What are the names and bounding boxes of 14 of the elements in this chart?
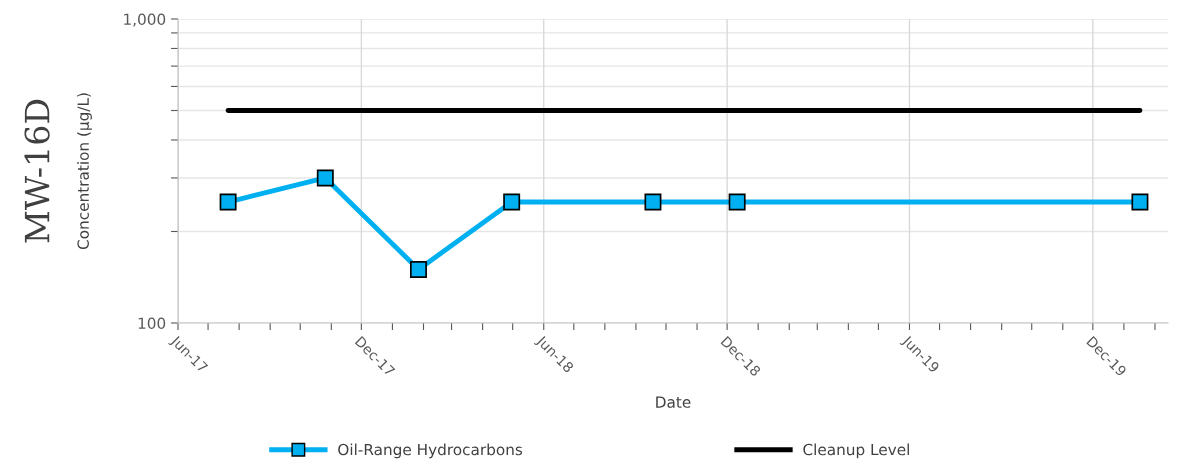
point (410, 260, 427, 278)
y-tick-label: 100 (138, 317, 166, 330)
point (728, 193, 746, 211)
legend-label: Oil-Range Hydrocarbons (338, 443, 523, 459)
x-axis-title: Date (656, 396, 691, 408)
point (644, 193, 662, 211)
legend-label: Cleanup Level (803, 443, 909, 459)
y-tick-label: 1,000 (124, 13, 166, 27)
point (219, 193, 237, 211)
text: MW-16D (24, 99, 50, 243)
y-axis-title: Concentration (µg/L) (77, 93, 92, 250)
point (1131, 193, 1149, 211)
point (316, 169, 334, 187)
point (503, 193, 521, 211)
